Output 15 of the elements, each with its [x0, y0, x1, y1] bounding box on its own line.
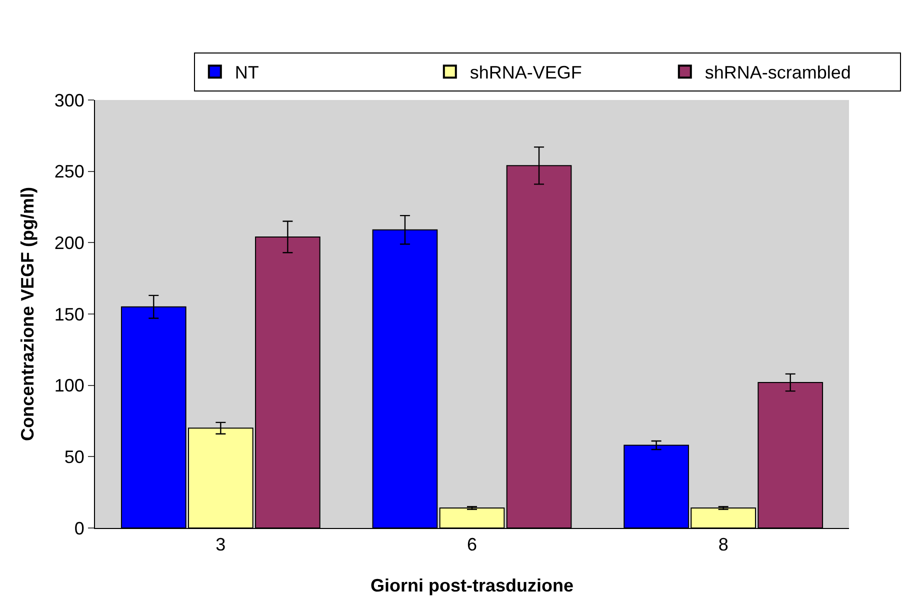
x-tick-label: 8	[718, 534, 728, 555]
x-tick-label: 3	[216, 534, 226, 555]
y-axis-title: Concentrazione VEGF (pg/ml)	[18, 186, 38, 442]
y-tick-label: 0	[74, 518, 84, 538]
x-axis-title: Giorni post-trasduzione	[370, 576, 574, 596]
legend-label: shRNA-scrambled	[704, 62, 851, 83]
x-tick-label: 6	[466, 534, 478, 555]
y-tick-label: 50	[64, 446, 84, 467]
y-tick-label: 250	[54, 162, 84, 182]
y-tick-label: 150	[54, 304, 84, 324]
legend-label: shRNA-VEGF	[470, 62, 582, 83]
y-tick-label: 200	[54, 232, 84, 253]
y-tick-label: 100	[54, 376, 84, 396]
legend-label: NT	[234, 62, 259, 83]
y-tick-label: 300	[54, 90, 84, 110]
